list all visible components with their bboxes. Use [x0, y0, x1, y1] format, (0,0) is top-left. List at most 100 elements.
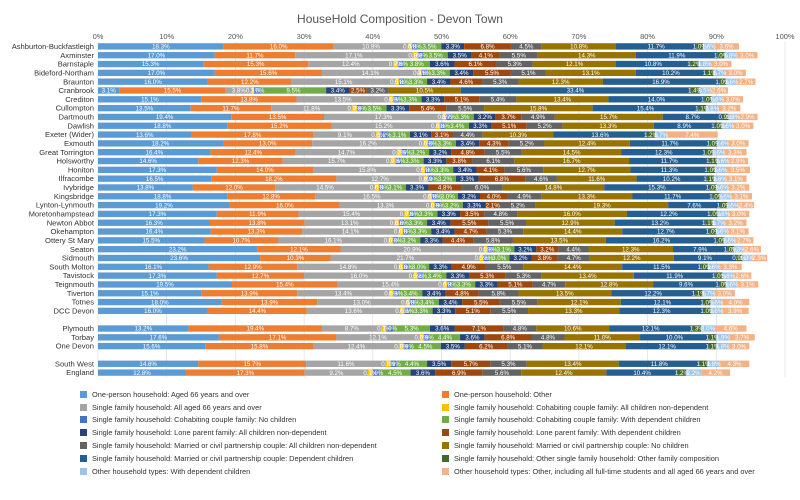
- bar-segment: [454, 60, 497, 68]
- bar-segment: [414, 210, 438, 218]
- category-label: Axminster: [60, 51, 94, 60]
- bar-segment: [709, 184, 717, 191]
- bar-segment: [408, 228, 432, 235]
- data-label: 15.6%: [260, 70, 278, 77]
- data-label: 0.7%: [442, 114, 457, 121]
- bar-segment: [417, 272, 423, 279]
- category-label: Plymouth: [62, 324, 94, 333]
- bar-segment: [395, 78, 399, 85]
- data-label: 3.3%: [424, 238, 439, 245]
- data-label: 3.4%: [331, 88, 346, 95]
- data-label: 9.2%: [329, 370, 344, 377]
- bar-segment: [503, 325, 537, 332]
- data-label: 14.6%: [139, 361, 157, 368]
- data-label: 15.1%: [335, 79, 353, 86]
- data-label: 15.5%: [164, 88, 182, 95]
- bar-segment: [398, 342, 404, 350]
- bar-segment: [98, 140, 224, 147]
- bar-segment: [742, 254, 752, 262]
- data-label: 0.5%: [438, 282, 453, 289]
- data-label: 4.4%: [438, 335, 453, 342]
- data-label: 16.0%: [276, 202, 294, 209]
- bar-segment: [295, 149, 397, 156]
- bar-segment: [423, 52, 448, 59]
- data-label: 1.0%: [714, 52, 729, 59]
- data-label: 3.1%: [741, 282, 756, 289]
- bar-segment: [703, 307, 711, 315]
- data-label: 14.4%: [564, 229, 582, 236]
- legend-item: Single family household: Other single fa…: [442, 452, 792, 465]
- data-label: 1.5%: [698, 88, 713, 95]
- data-label: 3.2%: [518, 246, 533, 253]
- bar-segment: [653, 281, 720, 288]
- bar-segment: [198, 157, 283, 165]
- bar-segment: [393, 96, 399, 103]
- data-label: 0.9%: [420, 335, 435, 342]
- bar-segment: [499, 201, 536, 209]
- data-label: 16.5%: [146, 176, 164, 183]
- category-label: South Molton: [49, 262, 94, 271]
- data-label: 13.8%: [137, 185, 155, 192]
- data-label: 13.0%: [353, 299, 371, 306]
- data-label: 15.4%: [637, 105, 655, 112]
- data-label: 0.8%: [394, 61, 409, 68]
- data-label: 16.1%: [145, 264, 163, 271]
- data-label: 10.3%: [287, 255, 305, 262]
- chart-title: HouseHold Composition - Devon Town: [297, 12, 503, 26]
- bar-segment: [336, 175, 424, 182]
- data-label: 12.8%: [262, 193, 280, 200]
- data-label: 1.0%: [704, 167, 719, 174]
- bar-segment: [626, 210, 711, 218]
- data-label: 10.4%: [633, 370, 651, 377]
- bar-segment: [427, 219, 451, 226]
- bar-segment: [98, 237, 205, 244]
- bar-segment: [451, 149, 485, 156]
- bar-segment: [482, 78, 519, 85]
- data-label: 18.0%: [151, 299, 169, 306]
- data-label: 3.3%: [405, 158, 420, 165]
- bar-segment: [478, 290, 519, 297]
- data-label: 3.2%: [433, 149, 448, 156]
- data-label: 4.8%: [494, 211, 509, 218]
- bar-segment: [450, 219, 489, 226]
- data-label: 1.6%: [715, 229, 730, 236]
- data-label: 4.8%: [461, 149, 476, 156]
- data-label: 14.1%: [362, 70, 380, 77]
- bar-segment: [396, 149, 402, 156]
- data-label: 3.2%: [445, 202, 460, 209]
- data-label: 0.8%: [483, 246, 498, 253]
- bar-segment: [427, 360, 452, 367]
- bar-segment: [615, 60, 691, 68]
- data-label: 11.6%: [337, 361, 355, 368]
- bar-segment: [390, 157, 396, 165]
- bar-segment: [710, 140, 717, 147]
- data-label: 12.8%: [133, 370, 151, 377]
- bar-segment: [725, 281, 737, 288]
- bar-segment: [386, 325, 394, 332]
- bar-segment: [204, 237, 278, 244]
- data-label: 1.0%: [715, 282, 730, 289]
- data-label: 1.0%: [701, 97, 716, 104]
- data-label: 13.6%: [345, 308, 363, 315]
- data-label: 1.0%: [698, 264, 713, 271]
- data-label: 4.9%: [517, 193, 532, 200]
- bar-segment: [427, 69, 450, 77]
- data-label: 10.7%: [232, 238, 250, 245]
- data-label: 14.4%: [564, 264, 582, 271]
- category-label: DCC Devon: [53, 306, 94, 315]
- bar-segment: [98, 263, 209, 270]
- data-label: 4.3%: [487, 141, 502, 148]
- bar-segment: [725, 175, 747, 182]
- category-label: Totnes: [72, 298, 95, 307]
- bar-segment: [400, 307, 405, 315]
- bar-segment: [499, 52, 538, 59]
- bar-segment: [98, 175, 212, 182]
- bar-segment: [185, 369, 305, 376]
- data-label: 5.5%: [512, 52, 527, 59]
- bar-segment: [119, 87, 226, 94]
- data-label: 7.1%: [472, 326, 487, 333]
- data-label: 11.6%: [588, 176, 606, 183]
- bar-segment: [98, 228, 211, 235]
- category-label: Ottery St Mary: [45, 236, 94, 245]
- bar-segment: [398, 290, 423, 297]
